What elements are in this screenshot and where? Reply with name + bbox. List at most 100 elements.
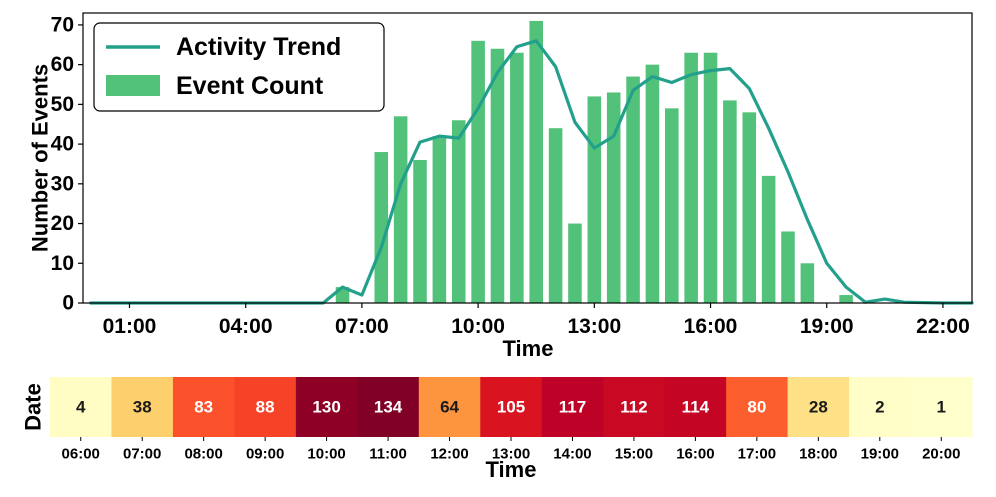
y-tick-label: 20 <box>51 212 74 235</box>
heatmap-chart: 4 38 83 88 130 134 64 105 117 112 114 80 28 2 1 06:00 0… <box>21 377 973 482</box>
event-bar <box>761 175 776 303</box>
x-axis: 01:00 04:00 07:00 10:00 13:00 16:00 19:00 22:00 <box>103 303 970 338</box>
y-tick-label: 50 <box>51 93 74 116</box>
heatmap-cell <box>849 377 912 437</box>
y-tick-label: 10 <box>51 252 74 275</box>
event-bar <box>529 20 543 303</box>
heatmap-cell-value: 2 <box>875 398 884 417</box>
event-bar <box>723 100 737 304</box>
x-tick-label: 10:00 <box>451 315 505 338</box>
plot-frame <box>82 12 973 304</box>
event-bar <box>665 108 679 303</box>
heatmap-cell-value: 83 <box>194 398 213 417</box>
activity-trend-line <box>89 39 974 305</box>
heatmap-x-tick-label: 19:00 <box>861 446 899 463</box>
event-bar <box>587 96 602 303</box>
heatmap-x-tick-label: 20:00 <box>922 446 960 463</box>
heatmap-cell <box>418 377 481 437</box>
x-tick-label: 01:00 <box>103 315 157 338</box>
heatmap-x-tick-label: 18:00 <box>799 446 837 463</box>
heatmap-cell-value: 88 <box>256 398 275 417</box>
heatmap-x-tick-label: 13:00 <box>492 446 530 463</box>
heatmap-cell <box>295 377 358 437</box>
y-tick-label: 0 <box>62 292 74 315</box>
heatmap-x-tick-label: 06:00 <box>62 446 100 463</box>
legend-bar-swatch <box>106 75 160 96</box>
y-tick-label: 70 <box>51 13 74 36</box>
heatmap-cell <box>603 377 666 437</box>
heatmap-cell <box>541 377 604 437</box>
event-bar <box>800 263 815 303</box>
legend-label-trend: Activity Trend <box>176 33 341 61</box>
y-tick-label: 60 <box>51 53 74 76</box>
event-bar <box>703 52 718 304</box>
trend-series <box>89 39 974 305</box>
event-bar <box>742 112 757 303</box>
heatmap-x-tick-label: 08:00 <box>184 446 222 463</box>
heatmap-cell-value: 1 <box>937 398 946 417</box>
heatmap-x-tick-label: 11:00 <box>369 446 407 463</box>
heatmap-x-tick-label: 12:00 <box>430 446 468 463</box>
x-tick-label: 19:00 <box>800 315 854 338</box>
x-tick-label: 04:00 <box>219 315 273 338</box>
event-bar <box>684 52 698 304</box>
x-axis-label: Time <box>503 336 554 361</box>
event-bar <box>568 223 582 303</box>
event-bar <box>393 116 408 303</box>
heatmap-x-tick-label: 14:00 <box>553 446 591 463</box>
x-tick-label: 16:00 <box>684 315 738 338</box>
y-tick-label: 30 <box>51 172 74 195</box>
y-tick-label: 40 <box>51 133 74 156</box>
legend: Activity Trend Event Count <box>93 22 385 112</box>
heatmap-cell-value: 112 <box>620 398 647 417</box>
heatmap-cell-value: 38 <box>133 398 152 417</box>
heatmap-cell <box>726 377 789 437</box>
heatmap-cell <box>480 377 543 437</box>
heatmap-cell <box>664 377 727 437</box>
x-tick-label: 07:00 <box>335 315 389 338</box>
heatmap-x-tick-label: 10:00 <box>307 446 345 463</box>
event-bar <box>374 152 389 303</box>
event-bar <box>781 231 795 303</box>
event-bar <box>490 48 505 303</box>
heatmap-cell-value: 117 <box>559 398 586 417</box>
event-bar <box>451 120 466 303</box>
heatmap-cell-value: 114 <box>682 398 710 417</box>
heatmap-cell <box>50 377 113 437</box>
heatmap-cell <box>357 377 420 437</box>
heatmap-cell-value: 4 <box>76 398 86 417</box>
heatmap-cell-value: 80 <box>747 398 766 417</box>
y-axis: 0 10 20 30 40 50 60 70 <box>51 13 83 315</box>
event-bar <box>432 136 447 303</box>
event-bar <box>548 128 563 303</box>
heatmap-y-axis-label: Date <box>21 383 46 431</box>
heatmap-x-tick-label: 09:00 <box>246 446 284 463</box>
heatmap-cell-value: 134 <box>374 398 403 417</box>
heatmap-cell-value: 105 <box>497 398 525 417</box>
event-bar <box>471 40 485 304</box>
event-bar <box>839 295 853 303</box>
event-bar <box>510 52 524 304</box>
heatmap-x-tick-label: 07:00 <box>123 446 161 463</box>
x-tick-label: 13:00 <box>567 315 621 338</box>
heatmap-cell <box>234 377 297 437</box>
y-axis-label: Number of Events <box>28 64 53 252</box>
event-bar <box>413 159 427 303</box>
heatmap-x-axis-label: Time <box>486 457 537 482</box>
heatmap-cell-value: 64 <box>440 398 459 417</box>
event-bar <box>606 92 621 303</box>
activity-chart: 0 10 20 30 40 50 60 70 01:00 04:00 07:00 10:00 13:0… <box>28 12 974 361</box>
x-tick-label: 22:00 <box>916 315 970 338</box>
event-bar <box>645 64 660 303</box>
heatmap-cell <box>172 377 235 437</box>
heatmap-cells: 4 38 83 88 130 134 64 105 117 112 114 80 28 2 1 <box>50 377 973 437</box>
legend-label-events: Event Count <box>176 72 324 100</box>
heatmap-cell-value: 130 <box>312 398 340 417</box>
heatmap-cell <box>787 377 850 437</box>
heatmap-cell <box>910 377 973 437</box>
event-bar <box>626 76 640 303</box>
heatmap-x-tick-label: 16:00 <box>676 446 714 463</box>
bar-series <box>335 20 853 304</box>
heatmap-x-tick-label: 17:00 <box>738 446 776 463</box>
